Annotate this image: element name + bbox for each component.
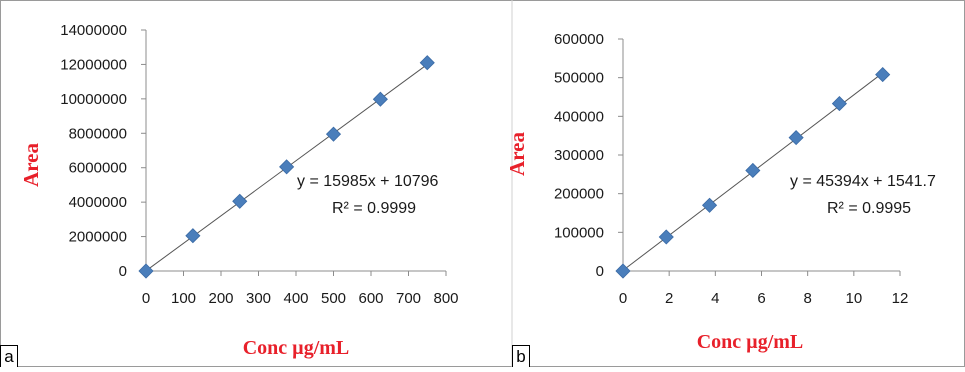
y-tick-label: 0 <box>119 263 127 280</box>
y-tick-labels: 0 2000000 4000000 6000000 8000000 100000… <box>60 22 127 280</box>
x-tick-label: 300 <box>246 290 271 307</box>
y-tick-label: 2000000 <box>69 229 127 246</box>
x-tick-label: 200 <box>208 290 233 307</box>
x-tick-label: 400 <box>283 290 308 307</box>
panel-label: a <box>4 347 14 366</box>
data-point <box>185 228 201 244</box>
x-axis-label: Conc µg/mL <box>243 337 350 359</box>
data-point <box>788 130 804 146</box>
y-tick-label: 14000000 <box>60 22 127 39</box>
y-tick-labels: 0 100000 200000 300000 400000 500000 600… <box>554 31 604 280</box>
x-tick-label: 100 <box>171 290 196 307</box>
y-axis-label: Area <box>505 132 529 176</box>
y-tick-label: 12000000 <box>60 56 127 73</box>
data-point <box>138 263 154 279</box>
regression-equation: y = 15985x + 10796 <box>297 173 439 190</box>
data-point <box>232 193 248 209</box>
x-tick-labels: 0 2 4 6 8 10 12 <box>619 290 909 307</box>
x-tick-label: 700 <box>396 290 421 307</box>
regression-equation: y = 45394x + 1541.7 <box>790 173 936 190</box>
y-tick-label: 6000000 <box>69 160 127 177</box>
y-tick-label: 400000 <box>554 108 604 125</box>
data-points <box>138 55 435 279</box>
y-tick-label: 500000 <box>554 70 604 87</box>
panel-label: b <box>516 347 525 366</box>
x-tick-label: 800 <box>433 290 458 307</box>
x-tick-label: 0 <box>619 290 627 307</box>
data-point <box>745 162 761 179</box>
chart-panel-b: 0 100000 200000 300000 400000 500000 600… <box>505 31 936 368</box>
data-point <box>615 263 631 279</box>
y-tick-label: 600000 <box>554 31 604 48</box>
data-point <box>372 91 388 107</box>
x-axis-label: Conc µg/mL <box>697 331 804 353</box>
data-point <box>279 159 295 175</box>
data-point <box>831 96 847 112</box>
y-tick-label: 0 <box>596 263 604 280</box>
axes <box>141 29 447 276</box>
r-squared-label: R² = 0.9995 <box>827 200 911 217</box>
x-tick-label: 2 <box>665 290 673 307</box>
chart-panel-a: 0 2000000 4000000 6000000 8000000 100000… <box>0 22 459 368</box>
x-tick-label: 6 <box>757 290 765 307</box>
y-axis-label: Area <box>19 143 43 187</box>
x-tick-label: 600 <box>358 290 383 307</box>
y-tick-label: 4000000 <box>69 194 127 211</box>
x-tick-labels: 0 100 200 300 400 500 600 700 800 <box>142 290 459 307</box>
y-tick-label: 100000 <box>554 224 604 241</box>
data-point <box>325 126 342 142</box>
data-point <box>875 67 891 83</box>
x-tick-label: 500 <box>321 290 346 307</box>
x-tick-label: 12 <box>892 290 909 307</box>
data-point <box>419 55 435 71</box>
x-tick-label: 10 <box>845 290 862 307</box>
y-tick-label: 8000000 <box>69 125 127 142</box>
y-tick-label: 10000000 <box>60 91 127 108</box>
y-tick-label: 200000 <box>554 186 604 203</box>
data-points <box>615 67 891 279</box>
y-tick-label: 300000 <box>554 147 604 164</box>
r-squared-label: R² = 0.9999 <box>332 200 416 217</box>
x-tick-label: 4 <box>711 290 719 307</box>
x-tick-label: 8 <box>803 290 811 307</box>
x-tick-label: 0 <box>142 290 150 307</box>
data-point <box>658 229 674 245</box>
data-point <box>701 197 718 213</box>
